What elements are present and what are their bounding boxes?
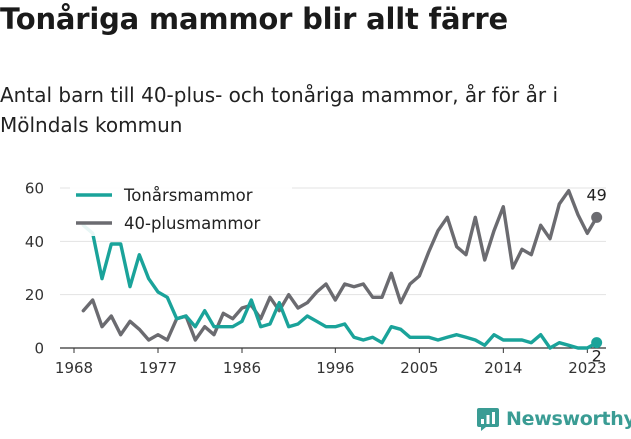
x-tick-label: 1968 <box>55 359 93 377</box>
y-tick-label: 0 <box>34 340 44 358</box>
x-axis: 1968 1977 1986 1996 2005 2014 2023 <box>55 348 606 377</box>
end-markers: 49 2 <box>586 185 606 365</box>
series-line-tonarsmammor <box>81 223 599 350</box>
x-tick-label: 2023 <box>568 359 606 377</box>
newsworthy-logo-icon <box>477 408 499 431</box>
y-tick-label: 40 <box>25 233 44 251</box>
chart-subtitle: Antal barn till 40-plus- och tonåriga ma… <box>0 83 559 137</box>
series-lines <box>81 189 599 350</box>
end-point-marker <box>591 337 603 349</box>
legend: Tonårsmammor 40-plusmammor <box>70 184 292 236</box>
brand: Newsworthy <box>476 407 631 431</box>
chart-title: Tonåriga mammor blir allt färre <box>0 2 508 36</box>
end-point-marker <box>591 211 603 223</box>
legend-label: 40-plusmammor <box>124 214 260 233</box>
brand-name: Newsworthy <box>506 408 631 430</box>
y-tick-label: 60 <box>25 180 44 198</box>
series-line-40-plusmammor <box>81 189 599 342</box>
x-tick-label: 1977 <box>139 359 177 377</box>
legend-label: Tonårsmammor <box>123 186 253 205</box>
y-tick-label: 20 <box>25 286 44 304</box>
x-tick-label: 1996 <box>316 359 354 377</box>
end-value-label: 49 <box>586 185 606 204</box>
y-axis-ticks: 0 20 40 60 <box>25 180 44 358</box>
end-value-label: 2 <box>592 347 602 366</box>
x-tick-label: 1986 <box>223 359 261 377</box>
x-tick-label: 2014 <box>484 359 522 377</box>
x-tick-label: 2005 <box>400 359 438 377</box>
